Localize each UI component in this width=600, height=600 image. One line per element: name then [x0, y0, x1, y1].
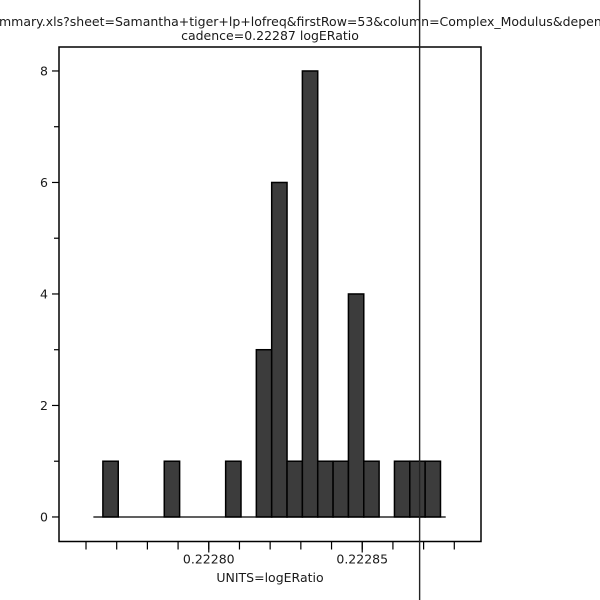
histogram-bar [163, 460, 181, 518]
histogram-bar [393, 460, 411, 518]
histogram-bar [255, 348, 273, 518]
y-tick-label: 6 [40, 175, 48, 190]
histogram-bar [301, 70, 319, 518]
histogram-bar [409, 460, 426, 518]
x-axis-title: UNITS=logERatio [216, 570, 324, 585]
histogram-bar [102, 460, 119, 518]
histogram-bar [363, 460, 380, 518]
histogram-bar [332, 460, 350, 518]
y-tick-label: 8 [40, 63, 48, 78]
chart-title-cadence: cadence=0.22287 logERatio [181, 28, 359, 43]
histogram-bar [316, 460, 334, 518]
histogram-bar [286, 460, 304, 518]
histogram-bar [224, 460, 242, 518]
histogram-bar [424, 460, 442, 518]
y-tick-label: 2 [40, 398, 48, 413]
x-tick-label: 0.22280 [183, 552, 235, 567]
y-tick-label: 4 [40, 286, 48, 301]
x-tick-label: 0.22285 [336, 552, 388, 567]
histogram-bar [270, 181, 288, 518]
histogram-bar [347, 293, 365, 518]
y-tick-label: 0 [40, 509, 48, 524]
chart-title-url: mmary.xls?sheet=Samantha+tiger+lp+lofreq… [0, 14, 600, 29]
